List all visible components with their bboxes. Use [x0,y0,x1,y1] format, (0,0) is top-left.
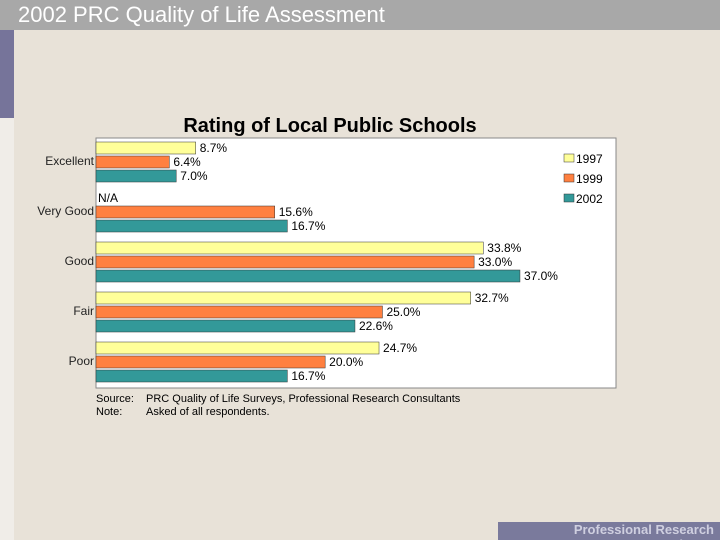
bar-1997-poor [95,341,380,355]
note-text: Asked of all respondents. [146,406,270,418]
data-label: 32.7% [475,291,509,305]
page-title: 2002 PRC Quality of Life Assessment [18,2,385,27]
bar-1999-poor [95,355,326,369]
bar-1997-good [95,241,484,255]
legend-swatch-1999 [563,173,575,183]
data-label: 33.0% [478,255,512,269]
footer-bar: Professional Research Consultants [498,522,720,540]
bar-chart: Rating of Local Public Schools Excellent 8… [37,115,617,418]
left-decorative-strip [0,30,14,540]
bar-2002-poor [95,369,288,383]
legend-label: 2002 [576,192,603,206]
bar-1999-good [95,255,475,269]
left-accent-block [0,30,14,118]
bar-2002-excellent [95,169,177,183]
note-text: PRC Quality of Life Surveys, Professiona… [146,393,461,405]
legend-label: 1999 [576,172,603,186]
data-label: 6.4% [173,155,201,169]
header-bar: 2002 PRC Quality of Life Assessment [0,0,720,30]
data-label: 33.8% [487,241,521,255]
bar-1999-fair [95,305,383,319]
note-label: Note: [96,406,122,418]
footer-brand: Professional Research Consultants [573,522,714,540]
bar-2002-very-good [95,219,288,233]
legend-swatch-2002 [563,193,575,203]
data-label: 24.7% [383,341,417,355]
category-label: Very Good [37,204,94,218]
bar-1997-fair [95,291,471,305]
category-label: Excellent [45,154,94,168]
data-label: 16.7% [291,219,325,233]
legend-swatch-1997 [563,153,575,163]
bar-1997-excellent [95,141,196,155]
data-label: 15.6% [279,205,313,219]
category-label: Good [65,254,94,268]
bar-2002-good [95,269,521,283]
data-label: 37.0% [524,269,558,283]
data-label: 7.0% [180,169,208,183]
legend-label: 1997 [576,152,603,166]
bar-1999-very-good [95,205,275,219]
data-label: 16.7% [291,369,325,383]
category-label: Fair [73,304,94,318]
bar-2002-fair [95,319,356,333]
bar-1999-excellent [95,155,170,169]
data-label: 25.0% [386,305,420,319]
data-label: 20.0% [329,355,363,369]
chart-title: Rating of Local Public Schools [183,115,476,137]
chart-container: Rating of Local Public Schools Excellent 8… [30,110,630,430]
data-label: 8.7% [200,141,228,155]
data-label: 22.6% [359,319,393,333]
note-label: Source: [96,393,134,405]
data-label: N/A [98,191,118,205]
category-label: Poor [69,354,94,368]
